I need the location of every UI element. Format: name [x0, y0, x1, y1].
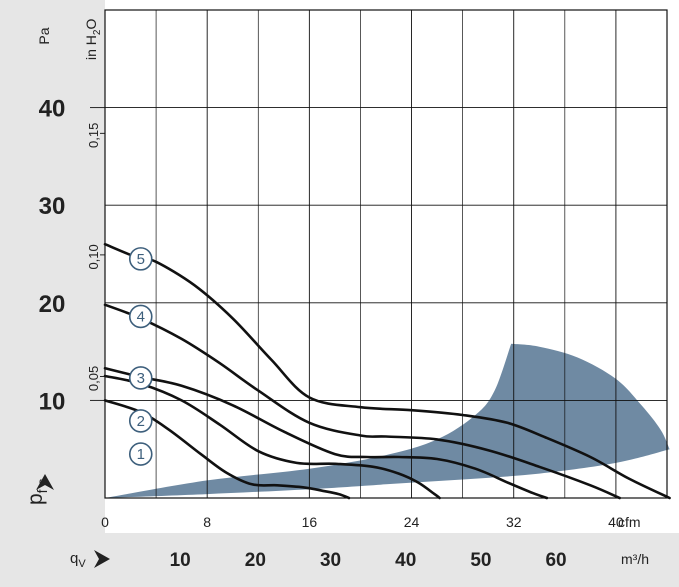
curve-label-circle — [128, 409, 153, 433]
fan-curve-4 — [103, 303, 621, 500]
plot-frame — [104, 9, 668, 499]
x-m3h-tick-label: 50 — [470, 550, 491, 571]
flow-arrow-icon — [94, 550, 110, 568]
x-cfm-unit-label: cfm — [618, 514, 641, 530]
x-cfm-tick-label: 32 — [506, 514, 522, 530]
x-cfm-tick-labels: 0 8 16 24 32 40 — [101, 514, 624, 530]
x-cfm-tick-label: 40 — [608, 514, 624, 530]
x-m3h-tick-label: 40 — [395, 550, 416, 571]
curve-label: 5 — [137, 251, 145, 268]
left-axis-band — [0, 0, 105, 533]
y-right-tick-label: 0,10 — [86, 244, 101, 269]
bottom-axis-band — [0, 533, 679, 587]
y-left-tick-labels: 10 20 30 40 — [39, 96, 66, 416]
x-cfm-tick-label: 24 — [404, 514, 420, 530]
x-cfm-tick-label: 0 — [101, 514, 109, 530]
x-cfm-tick-label: 8 — [203, 514, 211, 530]
fan-curves-layer — [103, 242, 671, 500]
flow-symbol: qV — [70, 550, 86, 570]
curve-label-circle — [128, 442, 153, 466]
x-cfm-tick-label: 16 — [302, 514, 318, 530]
y-right-unit-label: in H2O — [83, 19, 103, 60]
curve-label: 2 — [137, 413, 145, 430]
curve-label: 3 — [137, 370, 145, 387]
fan-curve-1 — [103, 399, 351, 500]
y-left-tick-label: 20 — [39, 291, 66, 318]
fan-curve-3 — [103, 366, 549, 500]
y-left-tick-label: 10 — [39, 388, 66, 415]
x-m3h-tick-label: 60 — [545, 550, 566, 571]
y-right-tick-labels: 0,05 0,10 0,15 — [86, 123, 105, 391]
x-m3h-tick-labels: 10 20 30 40 50 60 — [170, 550, 567, 571]
y-right-tick-label: 0,15 — [86, 123, 101, 148]
x-m3h-tick-label: 30 — [320, 550, 341, 571]
y-left-tick-label: 40 — [39, 96, 66, 123]
fan-curve-5 — [103, 242, 671, 500]
curve-labels-layer: 1 2 3 4 5 — [128, 247, 153, 466]
curve-label: 4 — [137, 308, 145, 325]
x-m3h-unit-label: m³/h — [621, 551, 649, 567]
y-left-unit-label: Pa — [36, 27, 52, 44]
y-left-tick-label: 30 — [39, 193, 66, 220]
pressure-arrow-icon — [36, 474, 54, 490]
fan-curve-2 — [103, 374, 441, 500]
curve-label-circle — [128, 366, 153, 390]
curve-label-circle — [128, 247, 153, 271]
operating-area — [105, 343, 670, 498]
x-m3h-tick-label: 10 — [170, 550, 191, 571]
curve-label-circle — [128, 304, 153, 329]
y-right-tick-label: 0,05 — [86, 366, 101, 391]
x-m3h-tick-label: 20 — [245, 550, 266, 571]
curve-label: 1 — [137, 446, 145, 463]
plot-area: 1 2 3 4 5 — [90, 9, 671, 500]
operating-region-layer — [105, 343, 670, 498]
